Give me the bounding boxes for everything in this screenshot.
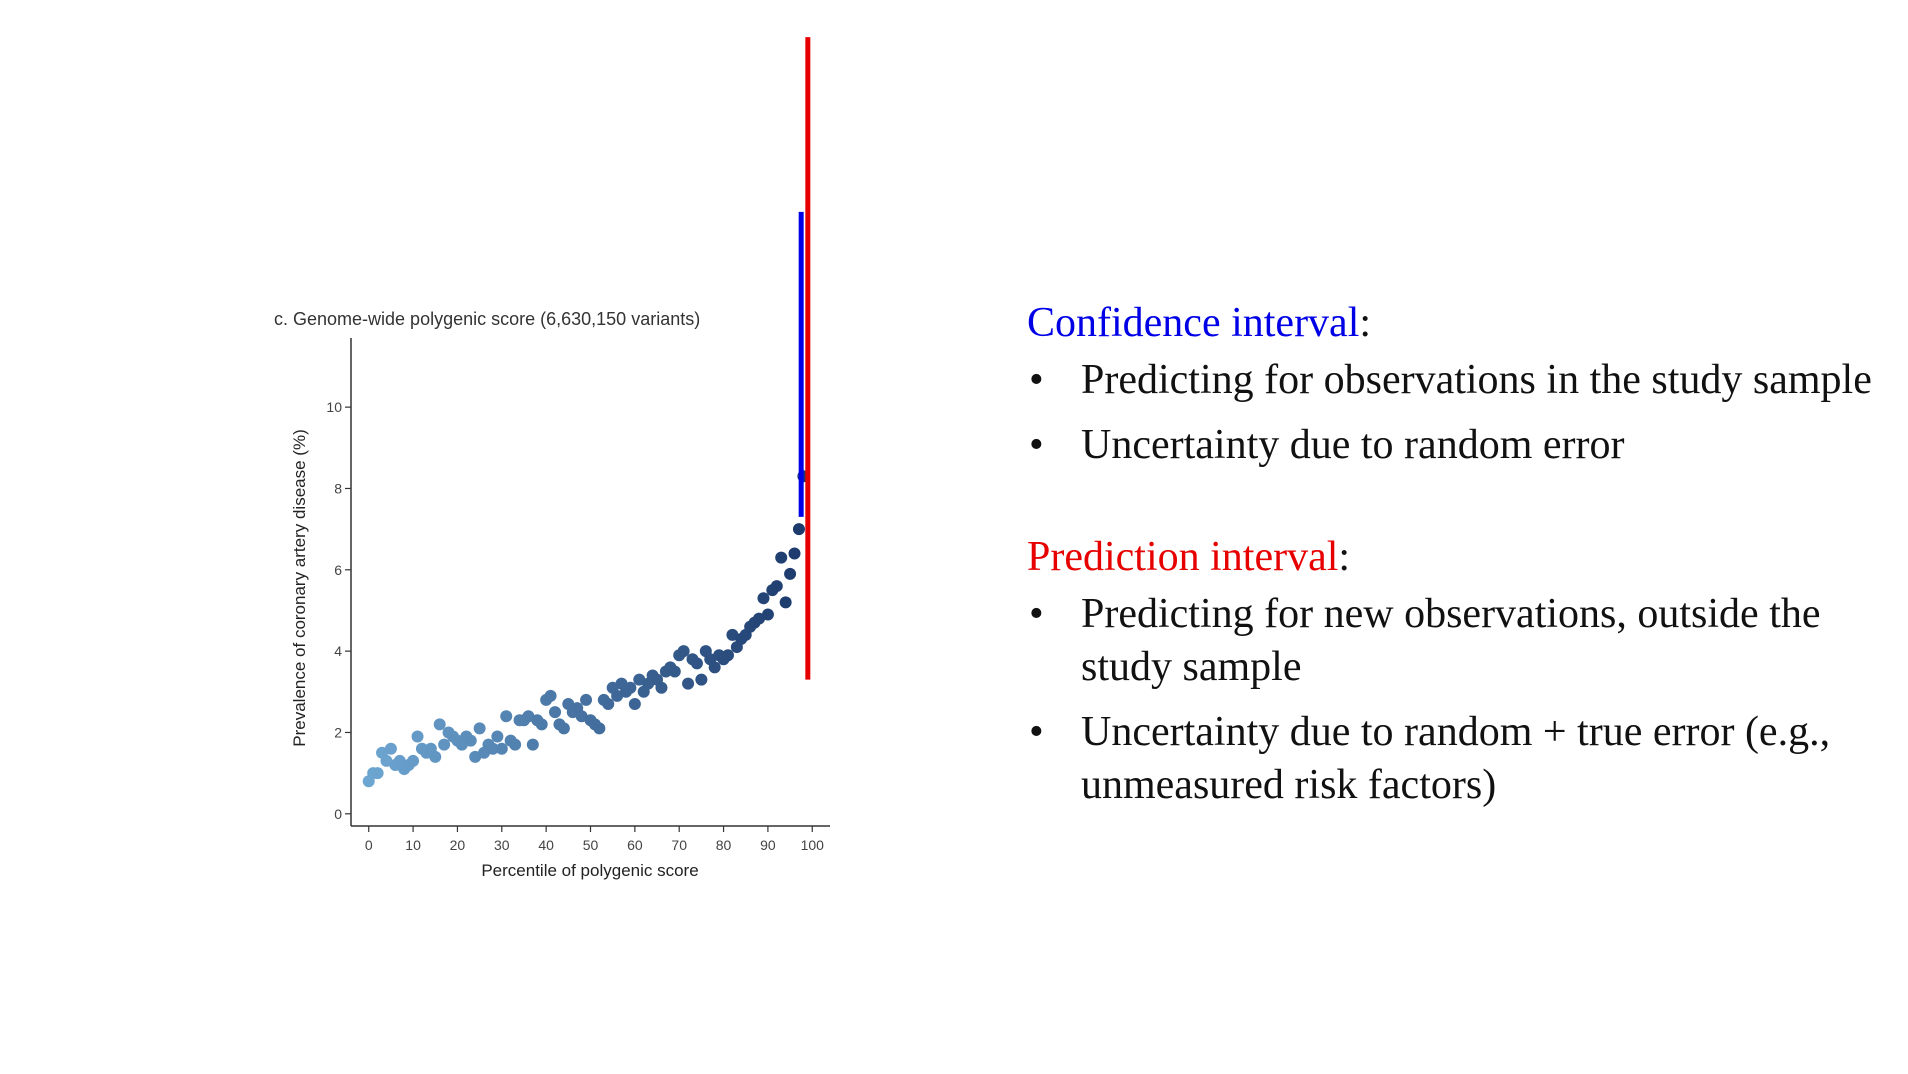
scatter-point [677, 645, 690, 658]
bullet-dot-icon: • [1029, 357, 1044, 403]
x-tick-label: 70 [671, 837, 687, 853]
prediction-heading-colon: : [1338, 534, 1351, 580]
x-tick-label: 80 [716, 837, 732, 853]
confidence-bullet-text: Uncertainty due to random error [1081, 422, 1625, 468]
scatter-point [371, 767, 384, 780]
x-tick-label: 100 [801, 837, 825, 853]
scatter-point [682, 677, 695, 690]
y-axis-ticks: 0 2 4 6 8 10 [326, 399, 351, 822]
scatter-point [668, 665, 681, 678]
scatter-point [384, 742, 397, 755]
x-tick-label: 90 [760, 837, 776, 853]
y-tick-label: 10 [326, 399, 342, 415]
chart-title: c. Genome-wide polygenic score (6,630,15… [274, 309, 700, 329]
confidence-section: Confidence interval: • Predicting for ob… [1027, 296, 1887, 472]
confidence-heading: Confidence interval: [1027, 296, 1887, 350]
scatter-point [788, 547, 801, 560]
scatter-point [593, 722, 606, 735]
scatter-point [486, 742, 499, 755]
y-tick-label: 2 [334, 724, 342, 740]
x-tick-label: 10 [405, 837, 421, 853]
scatter-point [509, 738, 522, 751]
list-item: • Predicting for new observations, outsi… [1027, 588, 1887, 694]
bullet-dot-icon: • [1029, 422, 1044, 468]
scatter-point [411, 730, 424, 743]
scatter-point [429, 750, 442, 763]
scatter-points [362, 470, 810, 788]
scatter-point [721, 649, 734, 662]
scatter-point [491, 730, 504, 743]
prediction-bullet-text: Uncertainty due to random + true error (… [1081, 709, 1831, 808]
x-tick-label: 0 [365, 837, 373, 853]
scatter-point [526, 738, 539, 751]
x-axis-ticks: 0 10 20 30 40 50 60 70 80 90 100 [365, 826, 824, 853]
scatter-point [784, 567, 797, 580]
interval-lines [798, 37, 811, 680]
scatter-point [433, 718, 446, 731]
scatter-point [655, 681, 668, 694]
scatter-point [775, 551, 788, 564]
y-axis-label: Prevalence of coronary artery disease (%… [290, 429, 309, 746]
x-tick-label: 50 [583, 837, 599, 853]
y-tick-label: 0 [334, 806, 342, 822]
confidence-bullet-list: • Predicting for observations in the stu… [1027, 354, 1887, 472]
x-axis-label: Percentile of polygenic score [481, 861, 698, 880]
list-item: • Uncertainty due to random error [1027, 419, 1887, 472]
prediction-heading-text: Prediction interval [1027, 534, 1339, 580]
scatter-point [544, 689, 557, 702]
scatter-point [464, 734, 477, 747]
list-item: • Uncertainty due to random + true error… [1027, 706, 1887, 812]
x-tick-label: 60 [627, 837, 643, 853]
scatter-point [500, 710, 513, 723]
scatter-point [495, 742, 508, 755]
x-tick-label: 20 [450, 837, 466, 853]
scatter-point [473, 722, 486, 735]
scatter-point [695, 673, 708, 686]
confidence-heading-colon: : [1359, 300, 1372, 346]
list-item: • Predicting for observations in the stu… [1027, 354, 1887, 407]
scatter-point [549, 706, 562, 719]
bullet-dot-icon: • [1029, 709, 1044, 755]
scatter-point [624, 681, 637, 694]
scatter-point [708, 661, 721, 674]
prediction-section: Prediction interval: • Predicting for ne… [1027, 530, 1887, 812]
scatter-point [557, 722, 570, 735]
y-tick-label: 4 [334, 643, 342, 659]
scatter-point [770, 580, 783, 593]
confidence-heading-text: Confidence interval [1027, 300, 1360, 346]
scatter-point [792, 523, 805, 536]
scatter-point [628, 698, 641, 710]
bullet-dot-icon: • [1029, 591, 1044, 637]
scatter-point [779, 596, 792, 609]
y-tick-label: 6 [334, 562, 342, 578]
scatter-point [580, 693, 593, 706]
scatter-point [438, 738, 451, 751]
scatter-point [407, 754, 420, 767]
prediction-bullet-list: • Predicting for new observations, outsi… [1027, 588, 1887, 812]
confidence-bullet-text: Predicting for observations in the study… [1081, 357, 1872, 403]
interval-explanation-panel: Confidence interval: • Predicting for ob… [1027, 296, 1887, 824]
scatter-point [602, 698, 615, 710]
prediction-heading: Prediction interval: [1027, 530, 1887, 584]
prediction-bullet-text: Predicting for new observations, outside… [1081, 591, 1821, 690]
scatter-point [535, 718, 548, 731]
scatter-point [690, 657, 703, 670]
scatter-point [761, 608, 774, 621]
x-tick-label: 30 [494, 837, 510, 853]
y-tick-label: 8 [334, 480, 342, 496]
x-tick-label: 40 [538, 837, 554, 853]
scatter-point [757, 592, 770, 605]
